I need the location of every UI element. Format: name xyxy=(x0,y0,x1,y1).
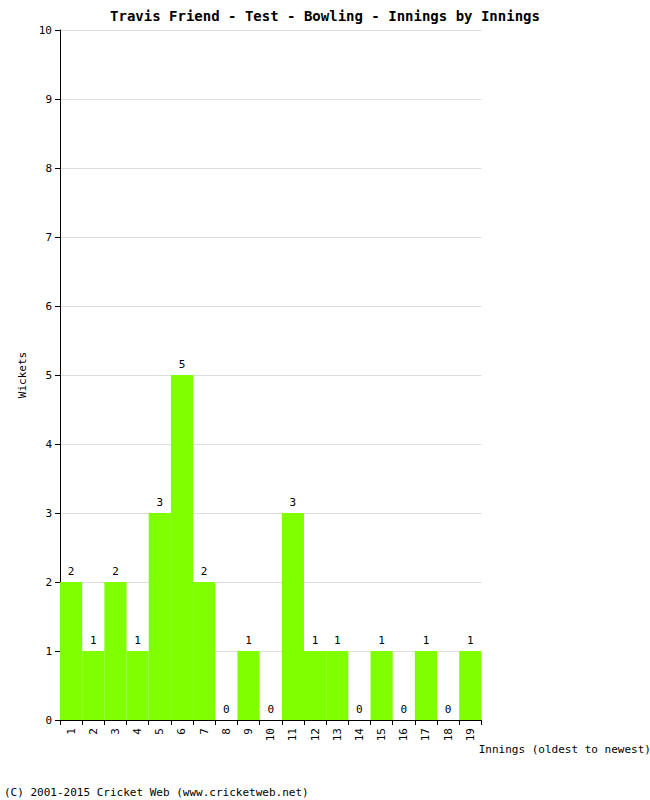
svg-text:9: 9 xyxy=(45,93,52,106)
svg-text:3: 3 xyxy=(290,496,297,509)
svg-text:1: 1 xyxy=(423,634,430,647)
svg-text:4: 4 xyxy=(45,438,52,451)
svg-text:7: 7 xyxy=(45,231,52,244)
svg-text:5: 5 xyxy=(153,728,166,735)
svg-text:1: 1 xyxy=(245,634,252,647)
svg-text:1: 1 xyxy=(90,634,97,647)
svg-text:6: 6 xyxy=(45,300,52,313)
svg-text:8: 8 xyxy=(220,728,233,735)
svg-text:1: 1 xyxy=(45,645,52,658)
svg-text:3: 3 xyxy=(156,496,163,509)
svg-text:1: 1 xyxy=(134,634,141,647)
svg-text:1: 1 xyxy=(312,634,319,647)
svg-text:14: 14 xyxy=(353,728,366,742)
svg-text:10: 10 xyxy=(264,728,277,741)
svg-text:Innings (oldest to newest): Innings (oldest to newest) xyxy=(479,743,650,756)
svg-text:1: 1 xyxy=(65,728,78,735)
svg-text:7: 7 xyxy=(198,728,211,735)
svg-text:0: 0 xyxy=(356,703,363,716)
svg-text:4: 4 xyxy=(131,728,144,735)
svg-text:8: 8 xyxy=(45,162,52,175)
svg-text:10: 10 xyxy=(39,24,52,37)
svg-text:(C) 2001-2015 Cricket Web (www: (C) 2001-2015 Cricket Web (www.cricketwe… xyxy=(4,786,309,799)
svg-text:17: 17 xyxy=(419,728,432,741)
svg-text:5: 5 xyxy=(179,358,186,371)
svg-text:1: 1 xyxy=(334,634,341,647)
svg-text:Travis Friend - Test - Bowling: Travis Friend - Test - Bowling - Innings… xyxy=(110,8,540,24)
svg-text:1: 1 xyxy=(378,634,385,647)
svg-text:15: 15 xyxy=(375,728,388,741)
svg-text:0: 0 xyxy=(223,703,230,716)
svg-text:16: 16 xyxy=(397,728,410,741)
svg-text:2: 2 xyxy=(112,565,119,578)
svg-text:18: 18 xyxy=(442,728,455,741)
svg-text:6: 6 xyxy=(175,728,188,735)
svg-text:0: 0 xyxy=(45,714,52,727)
svg-text:0: 0 xyxy=(400,703,407,716)
svg-text:1: 1 xyxy=(467,634,474,647)
svg-text:0: 0 xyxy=(267,703,274,716)
svg-text:2: 2 xyxy=(68,565,75,578)
svg-text:11: 11 xyxy=(286,728,299,741)
svg-text:2: 2 xyxy=(201,565,208,578)
svg-text:13: 13 xyxy=(331,728,344,741)
svg-text:2: 2 xyxy=(87,728,100,735)
svg-text:9: 9 xyxy=(242,728,255,735)
svg-text:12: 12 xyxy=(309,728,322,741)
svg-text:5: 5 xyxy=(45,369,52,382)
svg-text:3: 3 xyxy=(45,507,52,520)
svg-text:Wickets: Wickets xyxy=(16,352,29,398)
svg-text:3: 3 xyxy=(109,728,122,735)
svg-text:0: 0 xyxy=(445,703,452,716)
svg-text:19: 19 xyxy=(464,728,477,741)
svg-text:2: 2 xyxy=(45,576,52,589)
